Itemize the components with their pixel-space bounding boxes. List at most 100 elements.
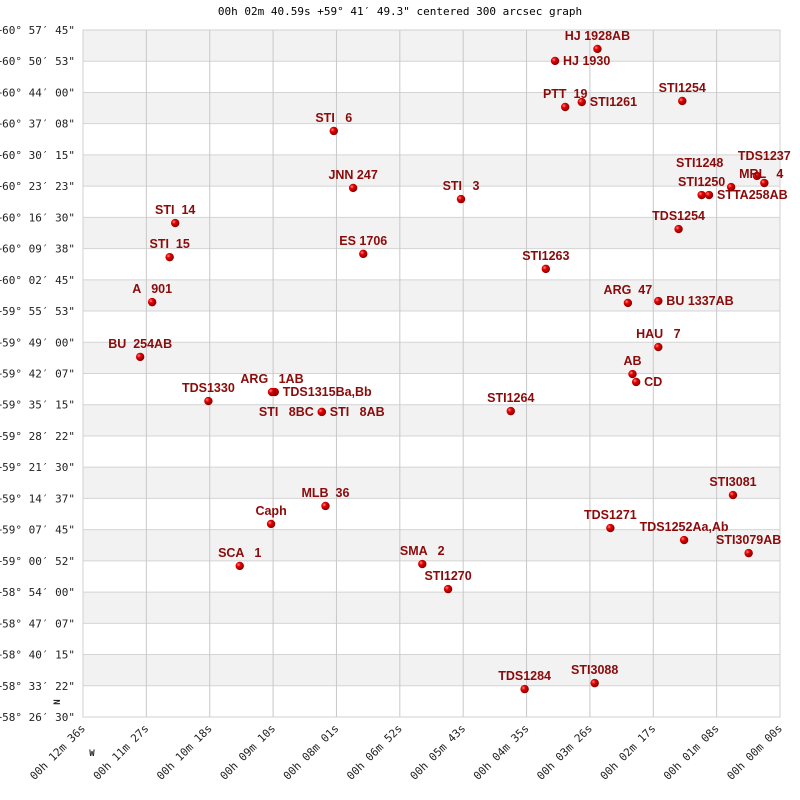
y-tick-label: +58° 40′ 15" — [0, 649, 75, 662]
star-label: TDS1237 — [738, 149, 791, 163]
star-point[interactable] — [165, 252, 174, 262]
star-point[interactable] — [317, 407, 326, 417]
grid-band — [83, 279, 780, 312]
grid-band — [83, 123, 780, 155]
y-tick-label: +60° 50′ 53" — [0, 55, 75, 68]
star-point[interactable] — [654, 342, 663, 352]
x-tick-label: 00h 01m 08s — [661, 722, 722, 783]
grid-band — [83, 248, 780, 280]
x-tick-label: 00h 03m 26s — [534, 722, 595, 783]
star-point[interactable] — [235, 561, 244, 571]
star-point[interactable] — [704, 190, 714, 200]
y-tick-label: +59° 14′ 37" — [0, 492, 75, 505]
y-tick-label: +60° 23′ 23" — [0, 180, 75, 193]
star-point[interactable] — [359, 249, 368, 259]
star-point[interactable] — [623, 298, 633, 308]
star-point[interactable] — [170, 218, 180, 228]
star-label: STI 6 — [315, 111, 352, 125]
grid-band — [83, 592, 780, 624]
y-tick-label: +59° 00′ 52" — [0, 555, 75, 568]
y-tick-label: +59° 35′ 15" — [0, 399, 75, 412]
star-point[interactable] — [135, 352, 145, 362]
grid-band — [83, 529, 780, 561]
star-point[interactable] — [506, 406, 515, 416]
star-point[interactable] — [577, 97, 586, 107]
star-label: AB — [623, 354, 641, 368]
west-marker: W — [89, 749, 95, 759]
star-label: STI1248 — [676, 156, 723, 170]
star-label: BU 1337AB — [666, 294, 733, 308]
y-tick-label: +59° 21′ 30" — [0, 461, 75, 474]
star-point[interactable] — [606, 523, 615, 533]
grid-band — [83, 217, 780, 249]
star-label: STI 3 — [443, 179, 480, 193]
star-label: Caph — [255, 504, 286, 518]
star-point[interactable] — [418, 559, 427, 569]
star-point[interactable] — [679, 535, 689, 545]
star-label: STI1263 — [522, 249, 569, 263]
y-tick-label: +59° 49′ 00" — [0, 336, 75, 349]
grid-band — [83, 311, 780, 343]
star-point[interactable] — [147, 297, 157, 307]
star-label: STI 15 — [150, 237, 190, 251]
star-label: TDS1315Ba,Bb — [283, 385, 372, 399]
grid-band — [83, 30, 780, 62]
star-point[interactable] — [348, 183, 358, 193]
star-point[interactable] — [321, 501, 330, 511]
star-point[interactable] — [678, 96, 687, 106]
star-label: STI3088 — [571, 663, 618, 677]
star-label: ES 1706 — [339, 234, 387, 248]
star-point[interactable] — [550, 56, 560, 66]
star-label: TDS1252Aa,Ab — [640, 520, 729, 534]
x-tick-label: 00h 08m 01s — [281, 722, 342, 783]
grid-band — [83, 498, 780, 530]
star-point[interactable] — [760, 178, 769, 188]
y-tick-label: +58° 47′ 07" — [0, 617, 75, 630]
grid-band — [83, 623, 780, 655]
x-tick-label: 00h 09m 10s — [218, 722, 279, 783]
star-label: MRL 4 — [739, 167, 783, 181]
star-point[interactable] — [674, 224, 683, 234]
star-label: JNN 247 — [328, 168, 377, 182]
star-label: STI1270 — [424, 569, 471, 583]
star-label: TDS1271 — [584, 508, 637, 522]
y-tick-label: +60° 09′ 38" — [0, 243, 75, 256]
star-label: TDS1254 — [652, 209, 705, 223]
star-point[interactable] — [590, 678, 599, 688]
grid-band — [83, 61, 780, 93]
star-label: STTA258AB — [717, 188, 788, 202]
star-point[interactable] — [266, 519, 276, 529]
star-point[interactable] — [728, 490, 738, 500]
star-point[interactable] — [267, 387, 277, 397]
star-point[interactable] — [443, 584, 453, 594]
star-label: SCA 1 — [218, 546, 261, 560]
plot-frame — [82, 29, 781, 718]
star-point[interactable] — [329, 126, 338, 136]
star-point[interactable] — [560, 102, 570, 112]
y-tick-label: +59° 55′ 53" — [0, 305, 75, 318]
star-point[interactable] — [204, 396, 213, 406]
star-point[interactable] — [654, 296, 663, 306]
star-label: CD — [644, 375, 662, 389]
star-label: STI 8AB — [330, 405, 385, 419]
star-point[interactable] — [726, 182, 736, 192]
grid-band — [83, 342, 780, 374]
star-point[interactable] — [752, 171, 762, 181]
star-point[interactable] — [541, 264, 551, 274]
grid-band — [83, 154, 780, 187]
star-label: HJ 1930 — [563, 54, 610, 68]
star-point[interactable] — [697, 190, 706, 200]
star-point[interactable] — [628, 369, 637, 379]
star-label: TDS1284 — [498, 669, 551, 683]
star-point[interactable] — [631, 377, 641, 387]
y-tick-label: +60° 57′ 45" — [0, 24, 75, 37]
y-tick-label: +60° 16′ 30" — [0, 211, 75, 224]
star-point[interactable] — [593, 44, 602, 54]
star-label: TDS1330 — [182, 381, 235, 395]
grid-band — [83, 404, 780, 436]
star-point[interactable] — [520, 684, 529, 694]
star-point[interactable] — [744, 548, 753, 558]
star-label: ARG 1AB — [240, 372, 303, 386]
star-point[interactable] — [456, 194, 466, 204]
